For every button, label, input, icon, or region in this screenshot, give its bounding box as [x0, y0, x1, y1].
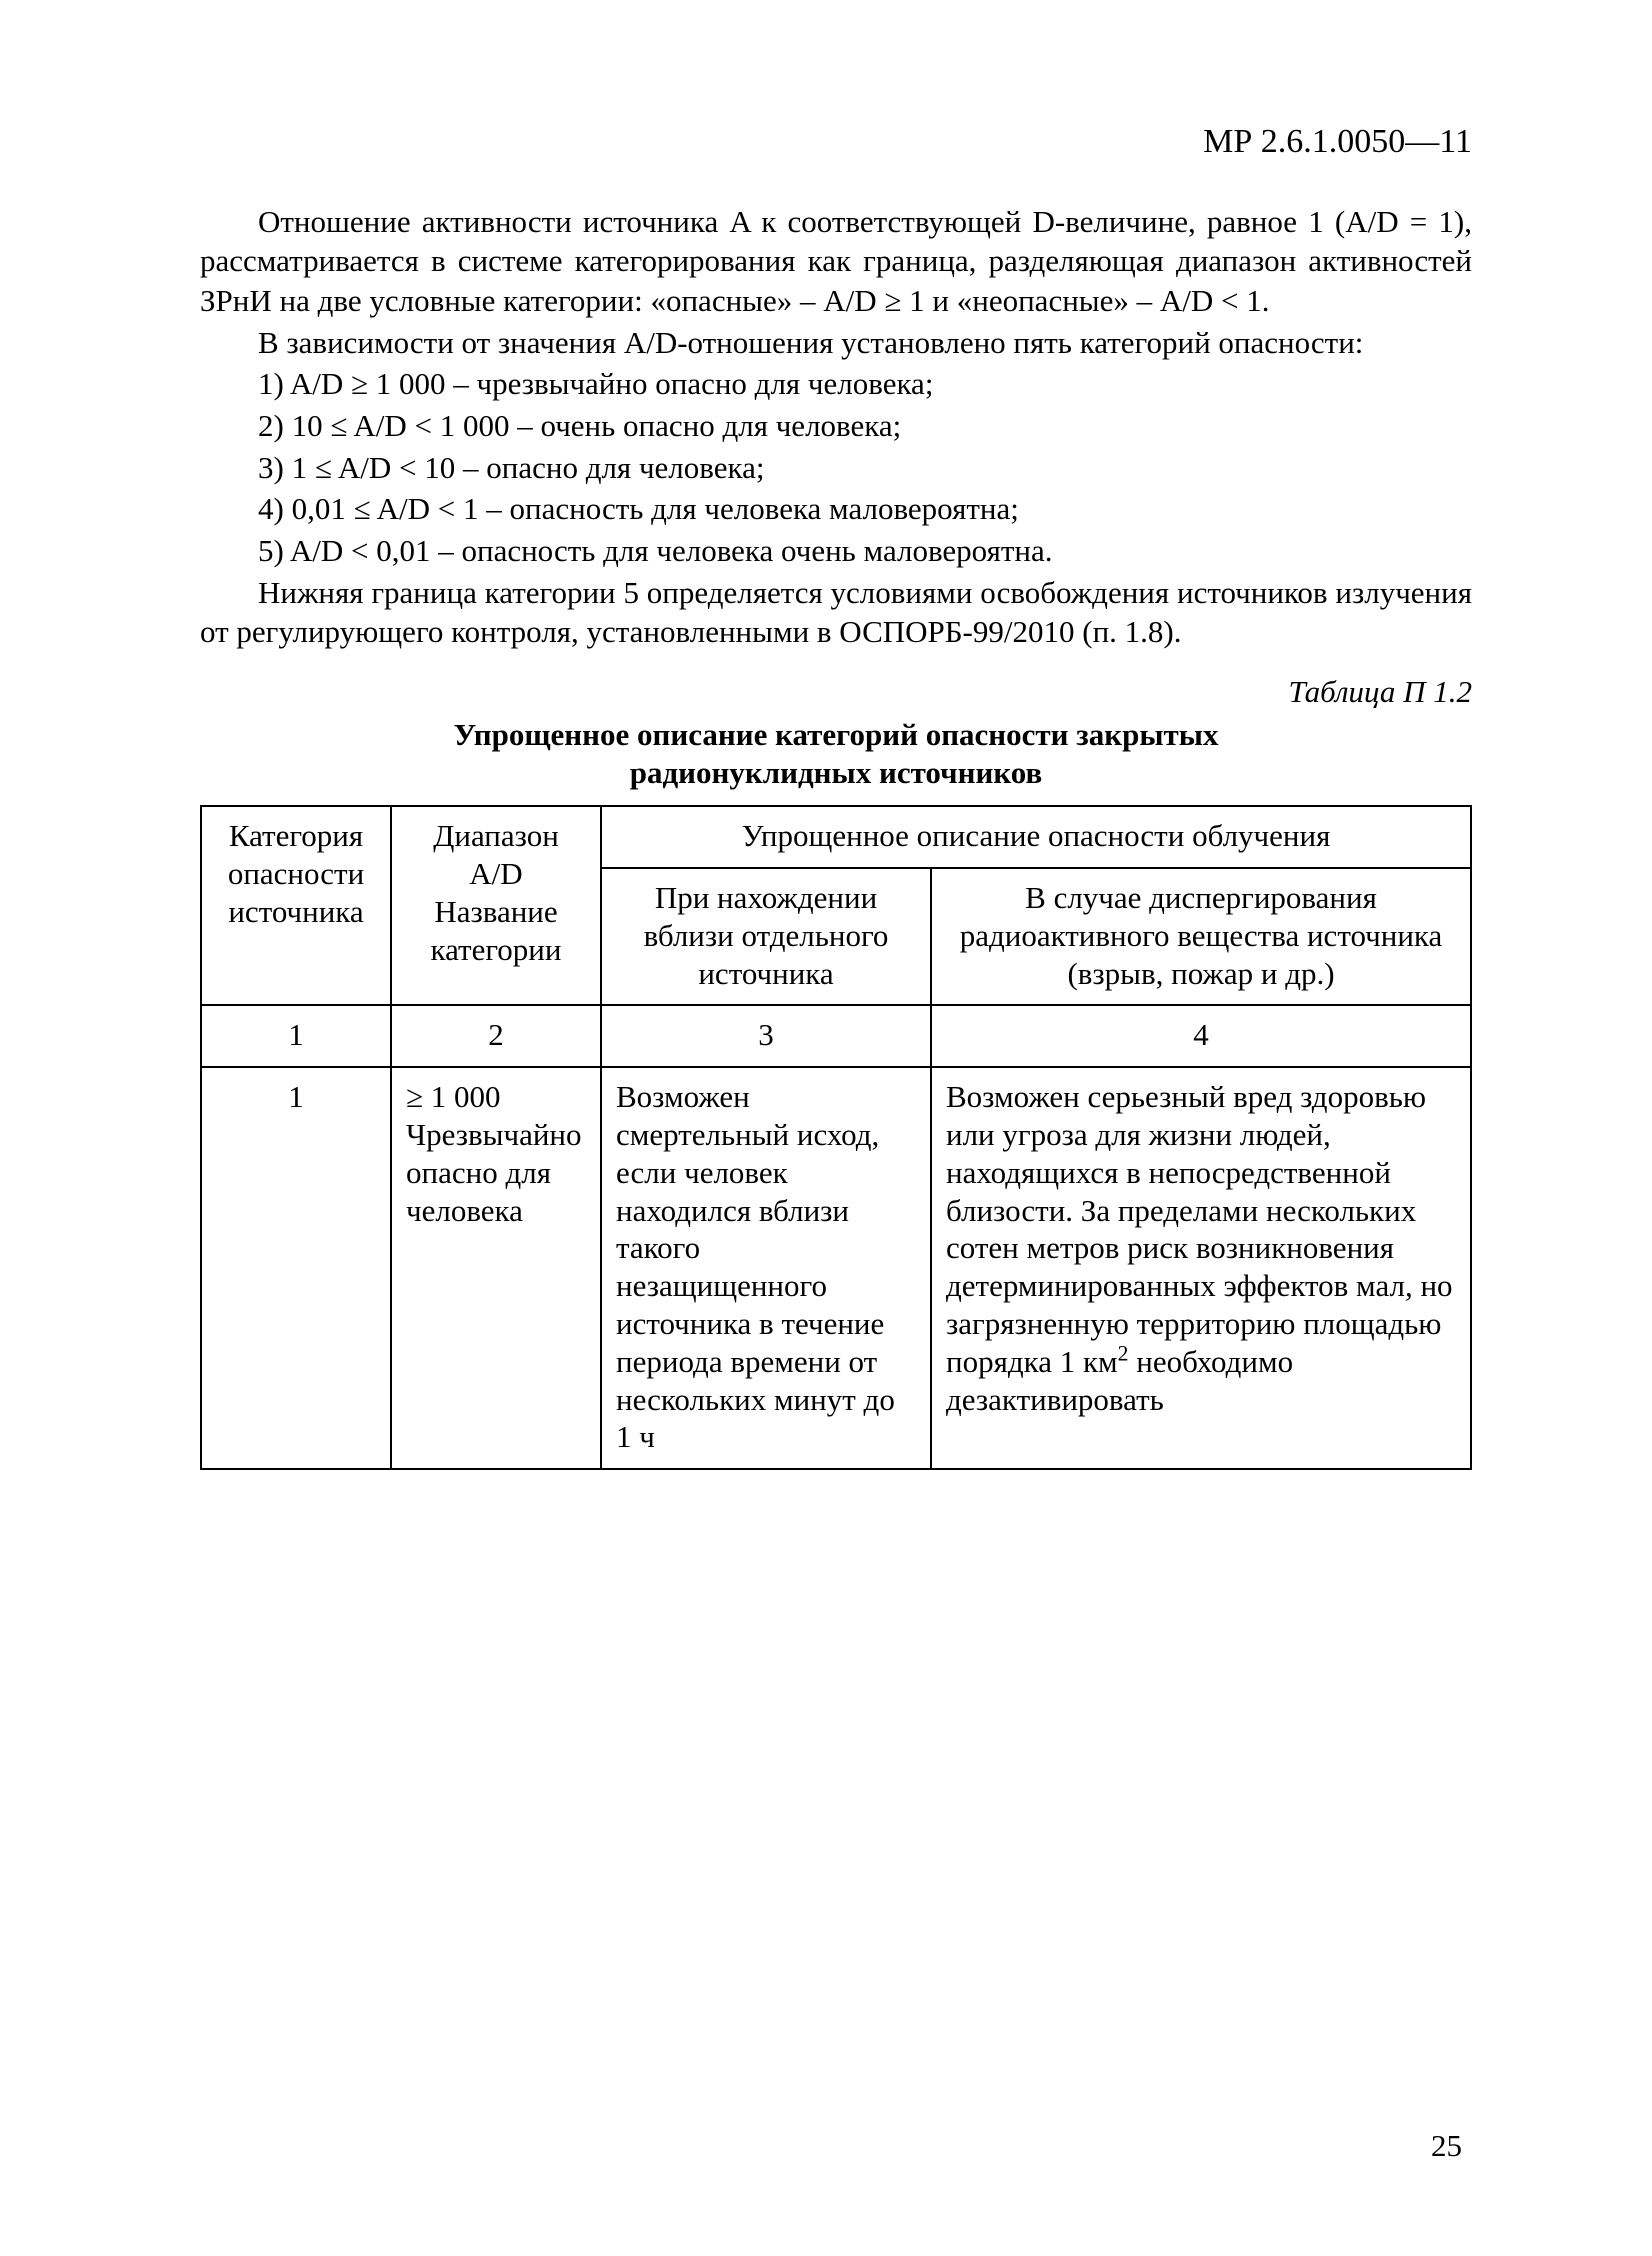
table-column-number-row: 1 2 3 4 [201, 1005, 1471, 1067]
colnum-3: 3 [601, 1005, 931, 1067]
cell-dispersed: Возможен серьезный вред здоровью или угр… [931, 1067, 1471, 1469]
th-category: Категория опасности источника [201, 806, 391, 1005]
page-number: 25 [1431, 2126, 1462, 2166]
list-item-2: 2) 10 ≤ A/D < 1 000 – очень опасно для ч… [200, 406, 1472, 446]
table-row: 1 ≥ 1 000 Чрезвычайно опасно для человек… [201, 1067, 1471, 1469]
cell-range: ≥ 1 000 Чрезвычайно опасно для человека [391, 1067, 601, 1469]
th-range-line3: Название категории [431, 894, 562, 967]
th-near: При нахождении вблизи отдельного источни… [601, 868, 931, 1005]
table-label: Таблица П 1.2 [200, 672, 1472, 712]
paragraph-1: Отношение активности источника A к соотв… [200, 202, 1472, 321]
table-header-row1: Категория опасности источника Диапазон A… [201, 806, 1471, 868]
table-title-line2: радионуклидных источников [630, 755, 1043, 790]
paragraph-2: В зависимости от значения A/D-отношения … [200, 323, 1472, 363]
paragraph-3: Нижняя граница категории 5 определяется … [200, 573, 1472, 652]
th-description-group: Упрощенное описание опасности облучения [601, 806, 1471, 868]
superscript-2: 2 [1118, 1342, 1129, 1366]
list-item-3: 3) 1 ≤ A/D < 10 – опасно для человека; [200, 448, 1472, 488]
th-range-line1: Диапазон [433, 818, 559, 853]
list-item-1: 1) A/D ≥ 1 000 – чрезвычайно опасно для … [200, 364, 1472, 404]
cell-near: Возможен смертельный исход, если человек… [601, 1067, 931, 1469]
cell-category: 1 [201, 1067, 391, 1469]
colnum-4: 4 [931, 1005, 1471, 1067]
document-code: МР 2.6.1.0050—11 [200, 120, 1472, 164]
th-range-line2: A/D [469, 856, 522, 891]
list-item-5: 5) A/D < 0,01 – опасность для человека о… [200, 531, 1472, 571]
page: МР 2.6.1.0050—11 Отношение активности ис… [0, 0, 1652, 2256]
colnum-2: 2 [391, 1005, 601, 1067]
th-dispersed: В случае диспергирования радиоактивного … [931, 868, 1471, 1005]
list-item-4: 4) 0,01 ≤ A/D < 1 – опасность для челове… [200, 489, 1472, 529]
colnum-1: 1 [201, 1005, 391, 1067]
cell-dispersed-part1: Возможен серьезный вред здоровью или угр… [946, 1079, 1453, 1379]
th-range: Диапазон A/D Название категории [391, 806, 601, 1005]
table-title: Упрощенное описание категорий опасности … [200, 716, 1472, 794]
table-title-line1: Упрощенное описание категорий опасности … [454, 717, 1219, 752]
hazard-table: Категория опасности источника Диапазон A… [200, 805, 1472, 1470]
